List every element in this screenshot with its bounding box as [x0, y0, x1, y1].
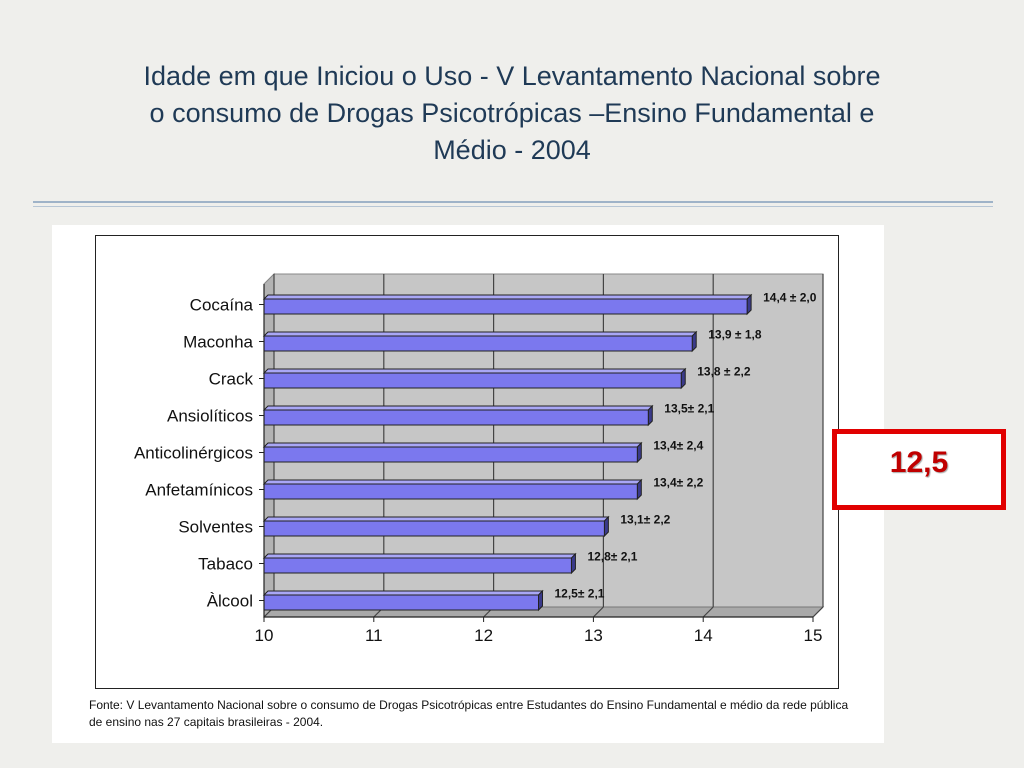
category-label: Anfetamínicos	[145, 481, 253, 500]
bar	[263, 446, 638, 463]
x-tick-label: 13	[584, 626, 603, 645]
gridline-floor	[592, 606, 604, 618]
bar	[263, 520, 605, 537]
bar-top	[262, 294, 753, 300]
title-divider-secondary	[33, 206, 993, 207]
category-label: Àlcool	[207, 592, 253, 611]
bar	[263, 594, 539, 611]
bar-end	[746, 293, 752, 316]
bar-end	[570, 552, 576, 575]
bar-end	[538, 589, 543, 612]
data-label: 13,5± 2,1	[664, 402, 714, 416]
bar-end	[680, 367, 686, 390]
chart-source-note: Fonte: V Levantamento Nacional sobre o c…	[89, 698, 849, 729]
data-label: 13,4± 2,2	[653, 476, 703, 490]
highlight-box: 12,5	[832, 429, 1006, 510]
bar-top	[262, 331, 698, 337]
slide-title: Idade em que Iniciou o Uso - V Levantame…	[40, 58, 984, 169]
bar	[263, 557, 572, 574]
bar	[263, 409, 649, 426]
data-label: 12,8± 2,1	[587, 550, 637, 564]
bar-end	[636, 441, 642, 464]
category-label: Tabaco	[198, 555, 253, 574]
chart-frame: Cocaína 14,4 ± 2,0 Maconha 13,9 ± 1,8 Crack 1…	[95, 235, 839, 689]
bar	[263, 298, 748, 315]
bar-chart: Cocaína 14,4 ± 2,0 Maconha 13,9 ± 1,8 Crack 1…	[134, 272, 825, 645]
data-label: 13,1± 2,2	[620, 513, 670, 527]
category-label: Cocaína	[190, 296, 254, 315]
title-line-3: Médio - 2004	[433, 135, 591, 165]
bar-end	[691, 330, 697, 353]
bar	[263, 483, 638, 500]
data-label: 14,4 ± 2,0	[763, 291, 817, 305]
bar-top	[262, 516, 610, 522]
gridline-floor	[702, 606, 714, 618]
data-label: 13,8 ± 2,2	[697, 365, 751, 379]
bar	[263, 335, 693, 352]
category-label: Maconha	[183, 333, 253, 352]
x-tick-label: 14	[694, 626, 713, 645]
highlight-value: 12,5	[889, 446, 949, 479]
x-tick-label: 15	[804, 626, 823, 645]
category-label: Ansiolíticos	[167, 407, 253, 426]
bar-top	[262, 405, 654, 411]
title-line-1: Idade em que Iniciou o Uso - V Levantame…	[143, 61, 881, 91]
bar-top	[262, 368, 687, 374]
bar-end	[636, 478, 642, 501]
category-label: Solventes	[178, 518, 253, 537]
bar-end	[647, 404, 653, 427]
x-tick-label: 12	[474, 626, 493, 645]
data-label: 13,9 ± 1,8	[708, 328, 762, 342]
bar-top	[262, 590, 544, 596]
bar-end	[603, 515, 609, 538]
title-line-2: o consumo de Drogas Psicotrópicas –Ensin…	[149, 98, 875, 128]
gridline-floor	[812, 606, 824, 618]
bar-top	[262, 553, 577, 559]
data-label: 13,4± 2,4	[653, 439, 703, 453]
title-divider	[33, 201, 993, 203]
x-tick-label: 10	[255, 626, 274, 645]
category-label: Anticolinérgicos	[134, 444, 253, 463]
chart-figure: Cocaína 14,4 ± 2,0 Maconha 13,9 ± 1,8 Crack 1…	[52, 225, 884, 743]
bar-top	[262, 442, 643, 448]
data-label: 12,5± 2,1	[555, 587, 605, 601]
x-tick-label: 11	[365, 626, 383, 645]
category-label: Crack	[209, 370, 254, 389]
bar	[263, 372, 682, 389]
bar-top	[262, 479, 643, 485]
